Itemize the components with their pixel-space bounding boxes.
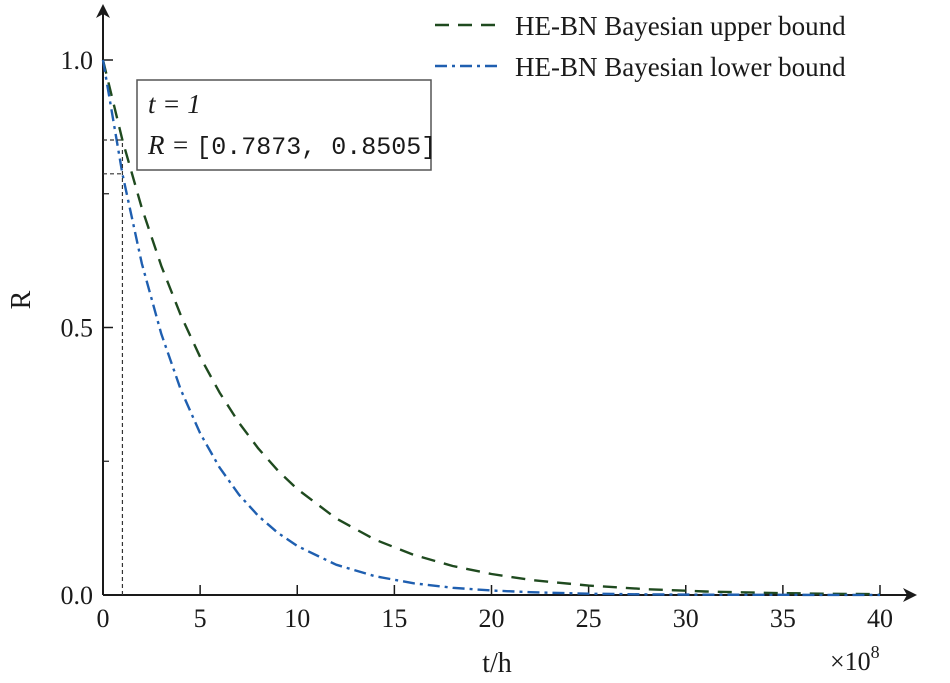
- annotation-r-prefix: R =: [147, 130, 196, 160]
- legend-label-lower: HE-BN Bayesian lower bound: [515, 52, 846, 82]
- y-tick-label: 1.0: [61, 46, 94, 75]
- y-axis-title: R: [6, 290, 37, 309]
- series-line-1: [101, 59, 880, 597]
- y-tick-label: 0.5: [61, 314, 94, 343]
- annotation-box: t = 1 R = [0.7873, 0.8505]: [136, 79, 436, 171]
- x-axis-title: t/h: [482, 648, 512, 679]
- x-tick-label: 10: [284, 604, 310, 633]
- y-tick-label: 0.0: [61, 581, 94, 610]
- annotation-line-1: t = 1: [148, 89, 201, 119]
- legend-label-upper: HE-BN Bayesian upper bound: [515, 11, 846, 41]
- x-tick-label: 40: [867, 604, 893, 633]
- x-multiplier-exponent: 8: [871, 642, 880, 662]
- annotation-border: [136, 79, 432, 171]
- annotation-r-value: [0.7873, 0.8505]: [196, 133, 436, 162]
- y-tick-group: 0.0 0.5 1.0: [61, 46, 113, 610]
- series-layer: [101, 59, 881, 597]
- x-tick-label: 30: [673, 604, 699, 633]
- x-tick-label: 25: [576, 604, 602, 633]
- x-tick-label: 0: [97, 604, 110, 633]
- x-multiplier-base: ×10: [830, 647, 871, 676]
- x-tick-label: 20: [479, 604, 505, 633]
- x-tick-label: 15: [381, 604, 407, 633]
- legend: HE-BN Bayesian upper bound HE-BN Bayesia…: [435, 11, 846, 82]
- x-tick-label: 5: [194, 604, 207, 633]
- x-tick-label: 35: [770, 604, 796, 633]
- x-multiplier: ×108: [830, 642, 880, 676]
- annotation-line-2: R = [0.7873, 0.8505]: [147, 130, 436, 162]
